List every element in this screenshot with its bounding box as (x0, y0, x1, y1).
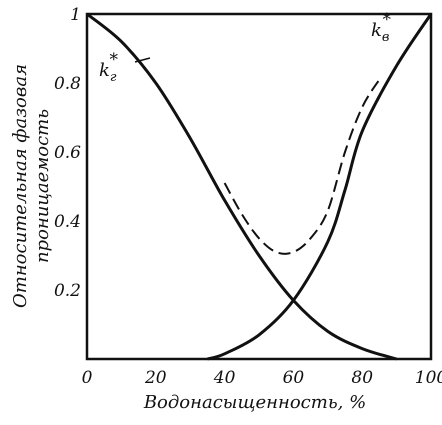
y-axis-title-line1: Относительная фазовая (10, 64, 31, 308)
dashed-permeability-curve (223, 78, 381, 255)
y-tick-labels: 0.2 0.4 0.6 0.8 1 (54, 5, 81, 301)
y-tick-label: 0.4 (54, 212, 81, 232)
y-tick-label: 0.8 (54, 74, 81, 94)
gas-label-leader (134, 57, 151, 63)
y-tick-label: 1 (70, 5, 81, 25)
x-tick-label: 80 (351, 368, 373, 388)
curves (86, 12, 433, 361)
water-curve-label: kв* (371, 10, 392, 45)
plot-frame (85, 12, 433, 361)
y-tick-label: 0.2 (54, 281, 81, 301)
x-axis-title: Водонасыщенность, % (143, 392, 366, 413)
y-axis-title-line2: проницаемость (32, 109, 53, 263)
x-tick-label: 0 (82, 368, 93, 388)
x-tick-label: 40 (213, 368, 236, 388)
gas-curve-label: kг* (99, 50, 119, 85)
x-tick-label: 20 (144, 368, 167, 388)
x-tick-label: 100 (415, 368, 442, 388)
water-permeability-curve (206, 13, 433, 361)
gas-permeability-curve (86, 12, 398, 361)
x-tick-labels: 0 20 40 60 80 100 (82, 368, 442, 388)
x-tick-label: 60 (283, 368, 305, 388)
y-tick-label: 0.6 (54, 143, 81, 163)
